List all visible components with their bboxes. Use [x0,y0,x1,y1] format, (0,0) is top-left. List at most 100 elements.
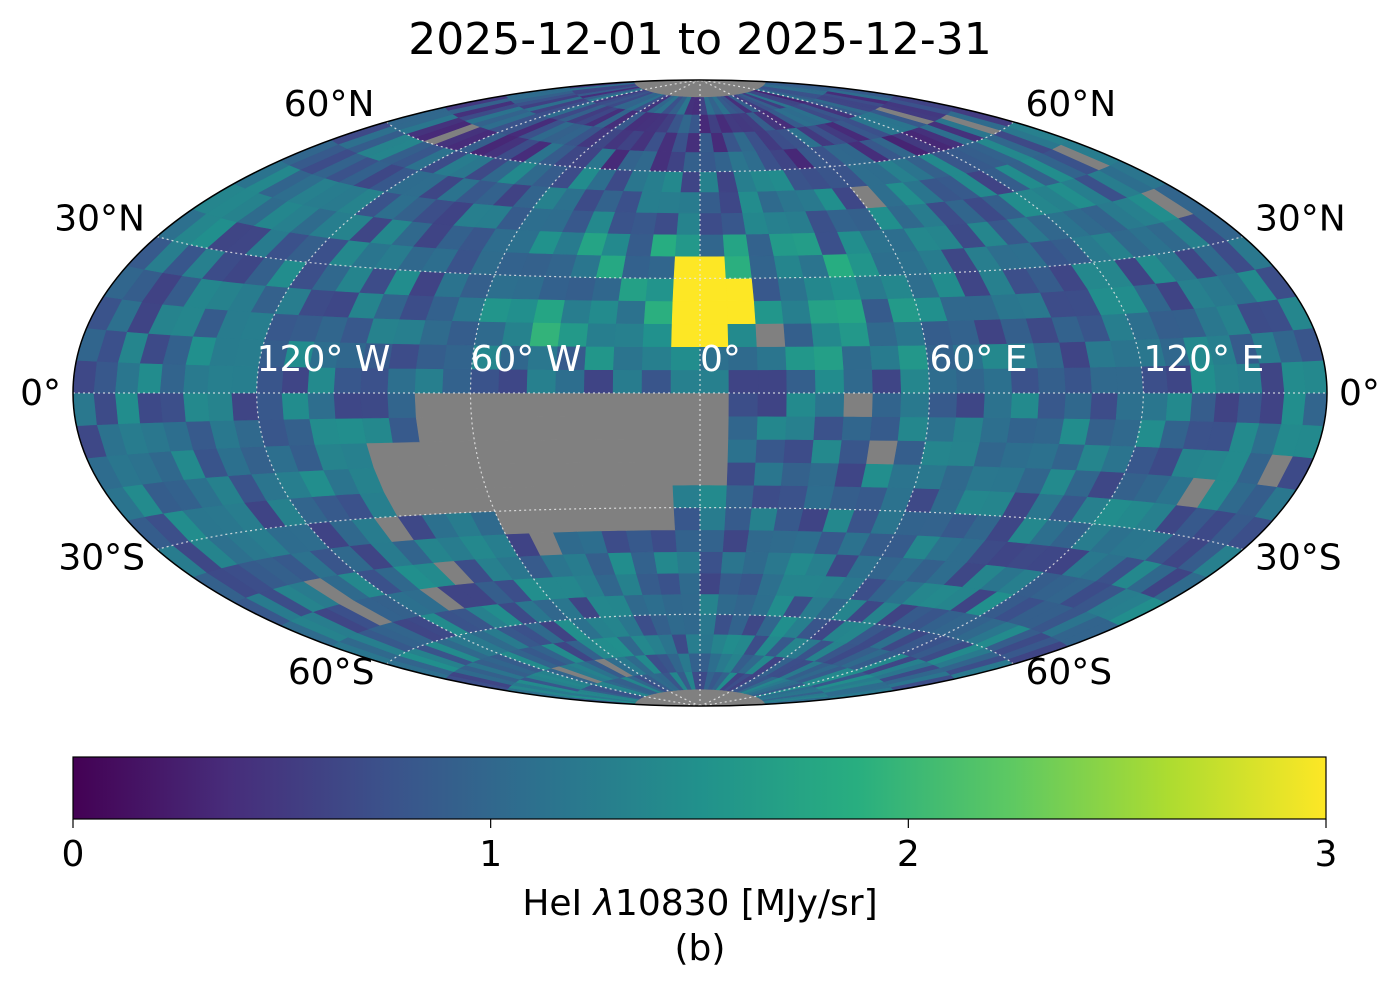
map-cell [641,346,672,371]
map-cell [834,462,867,488]
map-cell [1063,392,1093,420]
map-cell [414,368,445,394]
map-cell [419,319,453,346]
map-cell [584,345,615,371]
map-cell [183,392,211,422]
map-cell [777,485,809,509]
map-cell [699,392,730,417]
map-cell [756,415,787,440]
map-cell [281,392,310,420]
map-cells [73,80,1327,706]
map-cell [777,277,809,301]
map-cell [442,392,472,418]
map-cell [625,529,655,553]
map-cell [643,300,674,325]
map-cell [557,439,589,464]
map-cell [583,369,614,394]
map-cell [73,392,98,427]
map-cell [307,392,337,420]
map-cell [137,362,164,394]
map-cell [699,415,730,440]
map-cell [699,507,727,531]
map-cell [755,323,786,347]
lat-labels: 60°N 60°N 30°N 30°N 0° 0° 30°S 30°S 60°S 60°S [20,84,1380,693]
map-cell [785,345,816,371]
chart-title: 2025-12-01 to 2025-12-31 [408,14,992,65]
map-cell [753,300,785,324]
colorbar-gradient [72,756,1327,820]
map-cell [699,255,727,279]
map-cell [785,415,816,441]
map-cell [1033,417,1065,445]
map-cell [683,80,701,97]
map-cell [726,461,757,486]
map-cell [645,277,675,302]
map-cell [361,417,394,444]
map-cell [699,551,724,574]
map-cell [699,529,726,553]
parallel-line [156,507,1244,551]
map-cell [474,440,507,465]
map-cell [657,191,682,214]
map-cell [618,484,649,509]
map-cell [641,392,672,417]
map-cell [615,462,647,486]
lon-label: 120° W [257,339,391,380]
map-cell [625,233,655,257]
map-cell [783,439,815,464]
map-cell [725,277,755,302]
map-cell [501,439,534,465]
map-cell [1033,341,1065,369]
map-cell [387,392,417,419]
map-cell [728,415,759,440]
map-cell [811,439,843,464]
map-cell [670,346,701,371]
map-cell [670,369,701,394]
map-cell [309,418,341,445]
colorbar: 0 1 2 3 HeI λ10830 [MJy/sr] (b) [62,756,1337,969]
map-cell [843,369,874,394]
map-cell [751,484,782,509]
graticule [73,80,1327,706]
map-cell [673,507,701,531]
map-cell [657,572,682,595]
map-cell [529,439,562,464]
map-cell [414,392,445,418]
map-outline [72,79,1328,707]
map-cell [446,440,480,466]
map-cell [1189,392,1217,422]
map-cell [1165,392,1193,422]
map-cell [471,416,503,442]
map-cell [613,415,644,440]
map-cell [505,463,539,488]
map-cell [591,277,623,301]
lat-label-right: 60°N [1026,84,1117,125]
lat-label-right: 0° [1339,373,1380,414]
map-cell [527,416,559,441]
map-cell [813,345,845,370]
map-cell [813,416,845,441]
map-cell [1063,366,1093,394]
map-cell [671,80,701,97]
map-cell [499,416,531,441]
map-cell [720,551,747,574]
map-cell [387,367,417,394]
map-cell [699,438,729,463]
map-cell [419,440,453,467]
map-cell [728,392,759,417]
map-cell [614,439,645,463]
map-cell [137,392,164,424]
lat-label-left: 30°S [58,538,145,579]
map-cell [159,363,187,394]
map-cell [588,299,620,324]
map-cell [470,392,500,418]
map-cell [564,485,597,510]
map-cell [757,392,788,417]
map-cell [1090,366,1119,394]
map-cell [93,392,119,426]
map-cell [1213,392,1241,423]
colorbar-tick-label: 1 [479,834,502,875]
map-cell [678,191,701,214]
map-cell [679,80,701,97]
map-cell [680,593,701,615]
